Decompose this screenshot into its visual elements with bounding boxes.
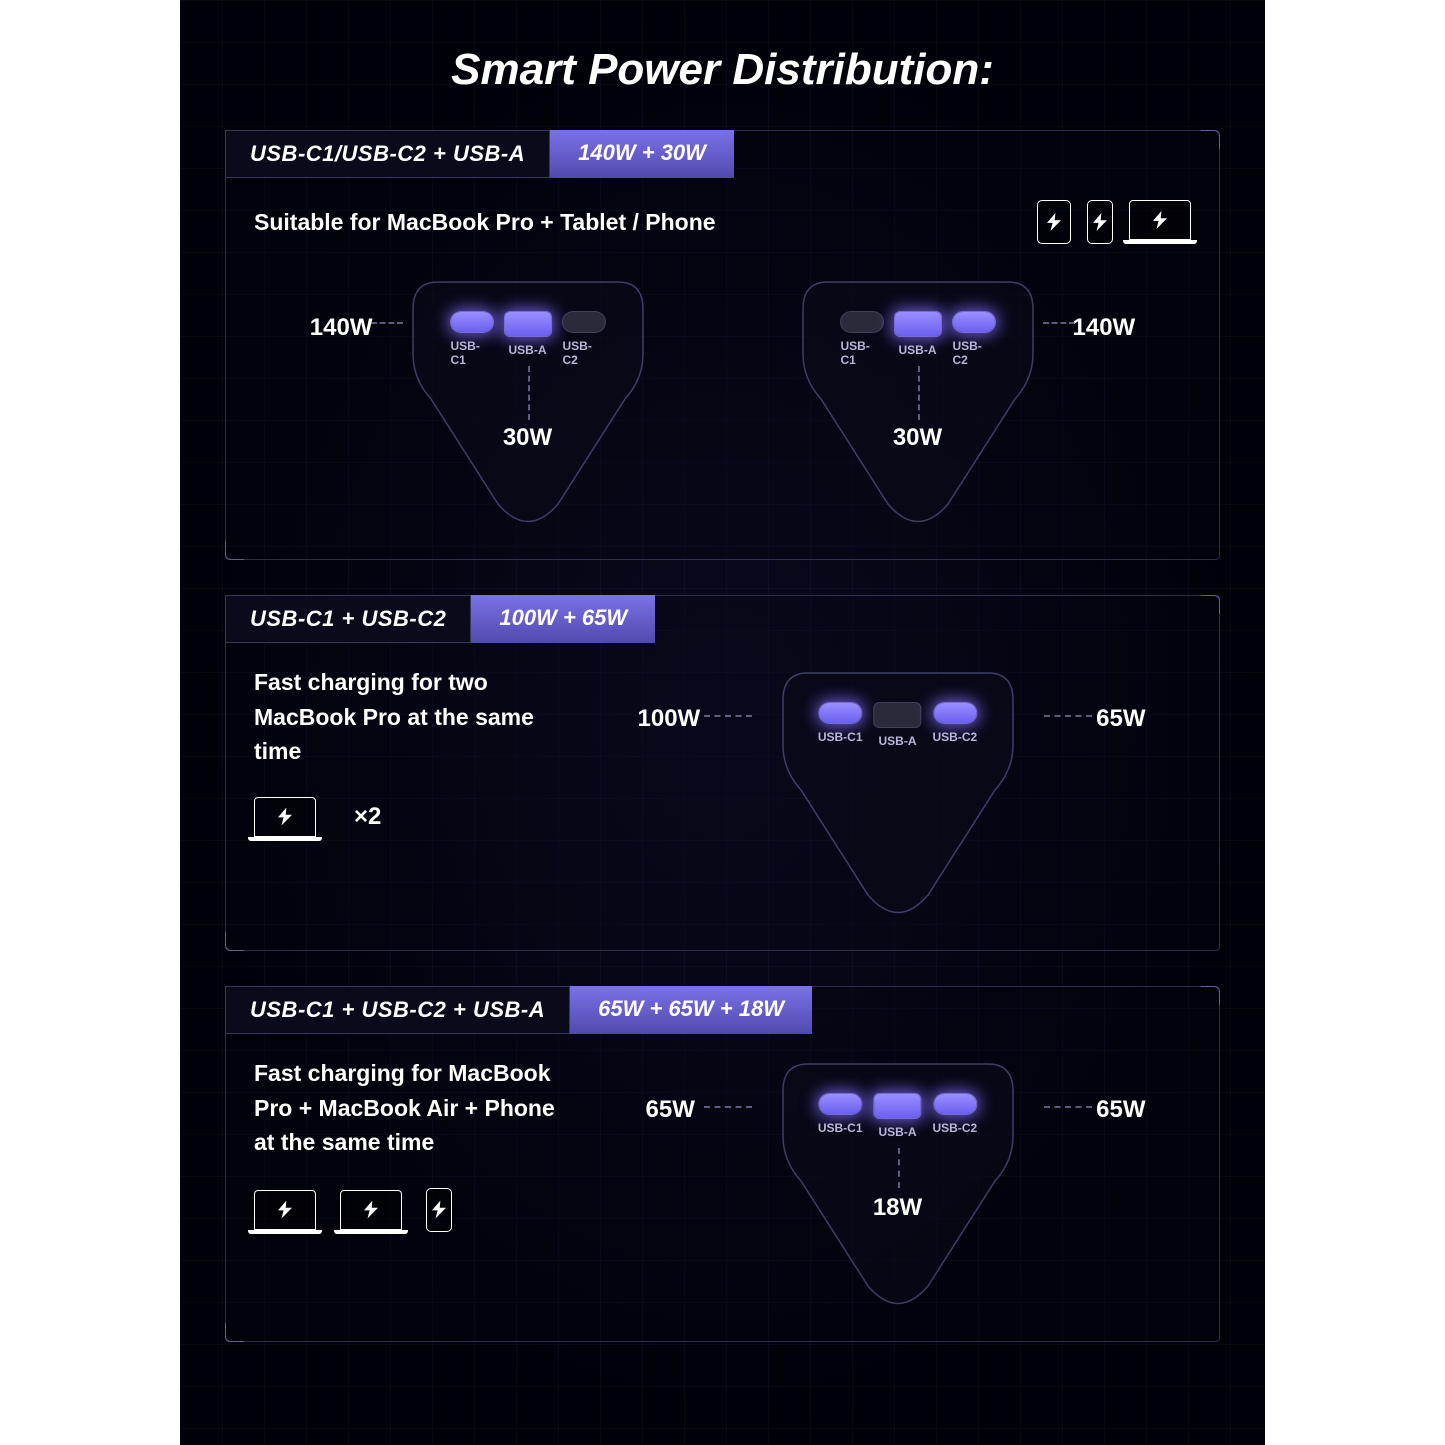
port-usbc2 <box>953 312 995 332</box>
port-usba <box>875 1094 921 1118</box>
power-label-left: 65W <box>646 1096 695 1124</box>
phone-icon <box>1087 200 1113 244</box>
header-power-badge: 140W + 30W <box>550 130 734 178</box>
charger-diagram-right: 140W USB-C1 USB-A USB-C2 30W <box>773 274 1063 529</box>
port-usbc1 <box>819 1094 861 1114</box>
panel-header: USB-C1/USB-C2 + USB-A 140W + 30W <box>226 131 1219 178</box>
laptop-icon <box>340 1190 402 1230</box>
power-label-right: 65W <box>1096 1096 1145 1124</box>
port-usbc1 <box>841 312 883 332</box>
port-usbc1 <box>451 312 493 332</box>
header-ports-label: USB-C1 + USB-C2 + USB-A <box>225 986 570 1034</box>
laptop-icon <box>254 797 316 837</box>
panel-description: Suitable for MacBook Pro + Tablet / Phon… <box>254 205 716 240</box>
port-usbc2 <box>934 703 976 723</box>
quantity-label: ×2 <box>354 803 381 831</box>
header-ports-label: USB-C1 + USB-C2 <box>225 595 471 643</box>
charger-diagram: 65W 65W USB-C1 USB-A USB-C2 18W <box>708 1056 1088 1311</box>
power-label-right: 65W <box>1096 705 1145 733</box>
phone-icon <box>426 1188 452 1232</box>
panel-config-2: USB-C1 + USB-C2 100W + 65W Fast charging… <box>225 595 1220 951</box>
port-usba <box>505 312 551 336</box>
port-usba <box>895 312 941 336</box>
port-usbc2 <box>934 1094 976 1114</box>
laptop-icon <box>1129 200 1191 240</box>
power-label-bottom: 18W <box>873 1194 922 1222</box>
charger-diagram-left: 140W USB-C1 USB-A USB-C2 30W <box>383 274 673 529</box>
panel-description: Fast charging for two MacBook Pro at the… <box>254 665 574 769</box>
port-usbc1 <box>819 703 861 723</box>
power-label-right: 140W <box>1073 314 1136 342</box>
device-icons: ×2 <box>254 797 574 837</box>
panel-config-3: USB-C1 + USB-C2 + USB-A 65W + 65W + 18W … <box>225 986 1220 1342</box>
tablet-icon <box>1037 200 1071 244</box>
charger-diagram: 100W 65W USB-C1 USB-A USB-C2 <box>708 665 1088 920</box>
infographic-canvas: Smart Power Distribution: USB-C1/USB-C2 … <box>180 0 1265 1445</box>
power-label-left: 140W <box>310 314 373 342</box>
header-power-badge: 65W + 65W + 18W <box>570 986 812 1034</box>
port-usba <box>875 703 921 727</box>
power-label-bottom: 30W <box>893 424 942 452</box>
device-icons <box>254 1188 574 1232</box>
device-icons <box>1037 200 1191 244</box>
panel-description: Fast charging for MacBook Pro + MacBook … <box>254 1056 574 1160</box>
power-label-bottom: 30W <box>503 424 552 452</box>
main-title: Smart Power Distribution: <box>225 45 1220 95</box>
power-label-left: 100W <box>638 705 701 733</box>
port-usbc2 <box>563 312 605 332</box>
panel-config-1: USB-C1/USB-C2 + USB-A 140W + 30W Suitabl… <box>225 130 1220 560</box>
header-ports-label: USB-C1/USB-C2 + USB-A <box>225 130 550 178</box>
laptop-icon <box>254 1190 316 1230</box>
header-power-badge: 100W + 65W <box>471 595 655 643</box>
